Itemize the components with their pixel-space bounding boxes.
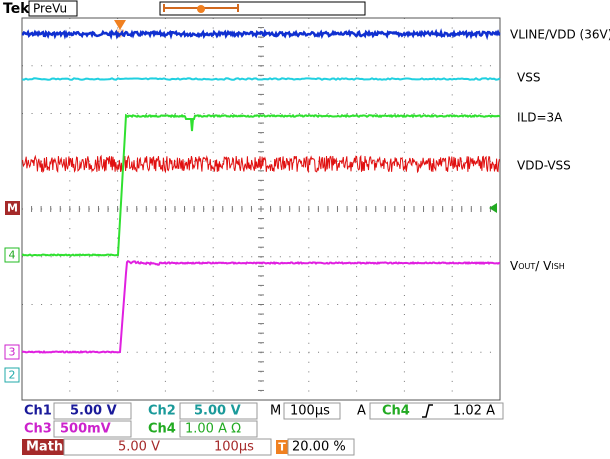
math-marker — [5, 201, 20, 215]
mode: PreVu — [33, 2, 67, 16]
trace-ild — [21, 113, 501, 257]
trace-label: VSS — [517, 71, 540, 85]
slope-icon — [422, 404, 433, 418]
sep: / — [535, 259, 543, 273]
ch2-label: Ch2 — [148, 404, 176, 419]
trace-vss — [21, 77, 501, 81]
v: V — [510, 259, 519, 273]
graticule — [21, 17, 501, 401]
a-label: A — [357, 404, 366, 419]
traces — [21, 28, 501, 354]
status-panel — [0, 401, 610, 459]
math-label: Math — [26, 440, 63, 455]
trace-label: VDD-VSS — [517, 159, 571, 173]
t-label: T — [278, 441, 286, 454]
ch4-label: Ch4 — [148, 422, 176, 437]
brand: Tek — [3, 1, 30, 17]
math-marker-label: M — [7, 202, 18, 215]
graticule-border — [21, 17, 501, 401]
box — [287, 438, 355, 456]
sub: ISH — [551, 262, 564, 271]
mode-box — [28, 0, 78, 17]
math-badge — [22, 439, 64, 455]
ch4-marker-label: 4 — [9, 249, 16, 262]
trig-source: Ch4 — [382, 404, 410, 419]
ch2-scale: 5.00 V — [194, 404, 241, 419]
box — [179, 402, 258, 420]
record-bar — [159, 1, 366, 16]
box — [53, 402, 132, 420]
trig-pos: 20.00 % — [292, 440, 346, 455]
math-scale: 5.00 V — [118, 440, 160, 455]
ch3-marker-label: 3 — [9, 346, 16, 359]
trig-level: 1.02 A — [453, 404, 495, 419]
box — [63, 438, 272, 456]
trace-label: VOUT/ VISH — [510, 259, 565, 273]
v: V — [543, 259, 552, 273]
ch4-scale: 1.00 A Ω — [185, 422, 241, 437]
trace-label: VLINE/VDD (36V) — [510, 28, 610, 42]
ch1-label: Ch1 — [24, 404, 52, 419]
ch4-marker — [4, 247, 20, 263]
ch2-marker-label: 2 — [9, 369, 16, 382]
t-badge — [276, 440, 288, 454]
m-label: M — [270, 404, 281, 419]
box — [283, 402, 341, 420]
ch2-marker — [4, 367, 20, 383]
box — [369, 402, 504, 420]
record-trigger — [197, 5, 205, 13]
level-arrow — [489, 203, 497, 213]
trigger-marker — [114, 20, 126, 30]
trace-vdd-vss — [21, 154, 500, 174]
sub: OUT — [518, 262, 535, 271]
ch3-marker — [4, 344, 20, 360]
ch1-scale: 5.00 V — [70, 404, 117, 419]
trace-label: ILD=3A — [517, 111, 563, 125]
timebase: 100µs — [290, 404, 330, 419]
trace-vline — [21, 28, 501, 41]
math-time: 100µs — [214, 440, 254, 455]
box — [179, 420, 258, 438]
ch3-label: Ch3 — [24, 422, 52, 437]
ch3-scale: 500mV — [60, 422, 111, 437]
box — [53, 420, 132, 438]
trace-vout — [21, 260, 501, 354]
